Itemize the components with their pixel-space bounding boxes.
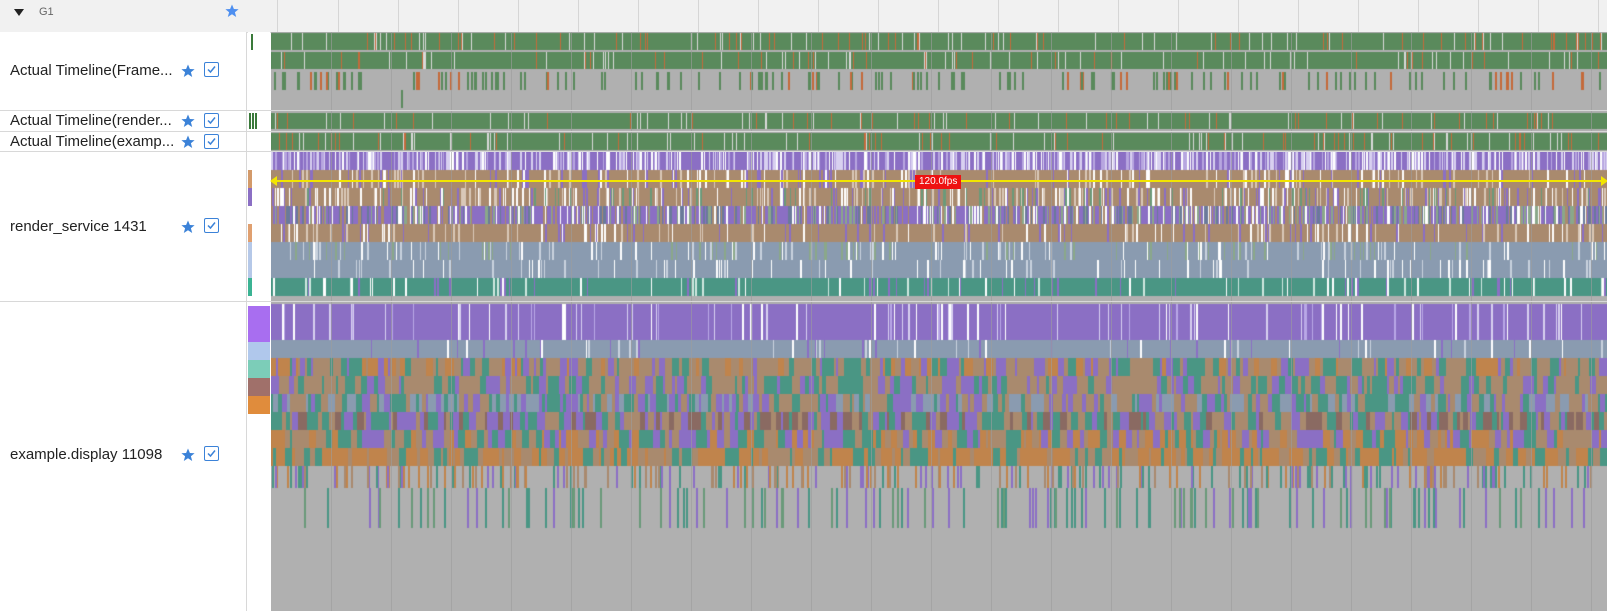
track-row-frame-timeline: Actual Timeline(Frame... [0,32,1607,111]
group-star-icon[interactable] [225,4,239,23]
track-visible-checkbox[interactable] [204,62,219,77]
star-icon[interactable] [181,114,195,128]
track-label-panel: Actual Timeline(examp... [0,132,247,151]
track-row-example-display: example.display 11098 [0,302,1607,611]
track-visible-checkbox[interactable] [204,218,219,233]
track-label-panel: example.display 11098 [0,302,247,611]
track-visible-checkbox[interactable] [204,446,219,461]
star-icon[interactable] [181,135,195,149]
track-visible-checkbox[interactable] [204,134,219,149]
time-ruler [278,0,1607,32]
track-name: Actual Timeline(Frame... [10,62,173,79]
track-name: Actual Timeline(examp... [10,133,175,150]
track-row-example-timeline: Actual Timeline(examp... [0,132,1607,152]
track-row-render-service: render_service 1431 [0,152,1607,302]
process-name: example.display 11098 [10,446,163,463]
track-mini-preview [248,32,270,110]
track-mini-preview [248,111,270,131]
star-icon[interactable] [181,448,195,462]
timeline-track[interactable] [271,302,1607,611]
group-name: G1 [39,6,54,18]
track-name: Actual Timeline(render... [10,112,172,129]
star-icon[interactable] [181,220,195,234]
range-end-arrow-icon [1601,176,1607,186]
collapse-triangle-icon[interactable] [14,9,24,16]
track-label-panel: Actual Timeline(render... [0,111,247,131]
track-label-panel: render_service 1431 [0,152,247,301]
track-row-render-timeline: Actual Timeline(render... [0,111,1607,132]
track-label-panel: Actual Timeline(Frame... [0,32,247,110]
fps-badge: 120.0fps [915,175,962,189]
process-name: render_service 1431 [10,218,147,235]
timeline-track[interactable] [271,132,1607,151]
track-mini-preview [248,302,270,611]
track-mini-preview [248,152,270,301]
group-header[interactable]: G1 [0,0,1607,33]
track-mini-preview [248,132,270,151]
timeline-track[interactable] [271,111,1607,131]
star-icon[interactable] [181,64,195,78]
timeline-track[interactable] [271,32,1607,110]
range-start-arrow-icon [270,176,277,186]
track-visible-checkbox[interactable] [204,113,219,128]
